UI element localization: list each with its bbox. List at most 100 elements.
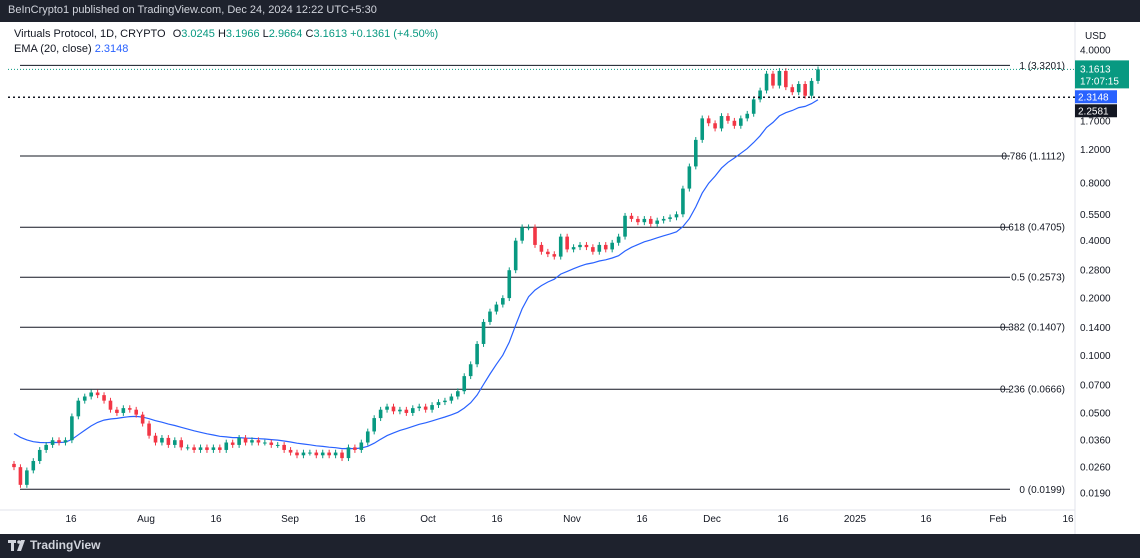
symbol-name[interactable]: Virtuals Protocol, 1D, CRYPTO [14,28,166,40]
candle [198,444,203,453]
currency-label: USD [1085,31,1106,42]
candle [37,447,42,464]
candle [520,224,524,244]
time-tick-8: 16 [636,514,648,525]
candle [790,84,795,96]
candle [57,437,61,446]
candle [404,406,409,416]
candle [82,393,87,404]
candle [263,439,267,446]
candle [256,437,261,446]
fib-label-3: 0.5 (0.2573) [1011,273,1065,284]
low-value: 2.9664 [268,28,303,40]
high-label: H [217,28,226,40]
candle [346,444,351,462]
candle [494,301,499,315]
candle [282,442,286,453]
open-value: 3.0245 [181,28,215,40]
candle [359,439,364,453]
candle [739,115,743,129]
candle [693,137,698,170]
price-tick-3: 1.2000 [1080,145,1111,156]
ema-label[interactable]: EMA (20, close) [14,43,92,55]
candle [308,449,312,456]
candle [539,242,544,255]
candle [230,439,235,448]
candle [591,244,595,255]
candle [192,444,196,453]
candle [565,233,569,253]
candle [629,212,634,222]
price-tick-9: 0.1400 [1080,323,1111,334]
candle [12,461,16,471]
candle [417,403,422,412]
candle [372,415,376,435]
candle [211,444,216,453]
candle [398,406,402,415]
time-tick-9: Dec [703,514,721,525]
candle [50,437,55,448]
price-tick-10: 0.1000 [1080,351,1111,362]
price-tick-14: 0.0260 [1080,463,1111,474]
candle [552,251,557,260]
last-price-text: 3.1613 [1080,64,1111,75]
brand-name: TradingView [30,538,101,552]
price-tick-7: 0.2800 [1080,266,1111,277]
fib-label-0: 1 (3.3201) [1019,61,1065,72]
time-tick-1: Aug [137,514,155,525]
candle [385,403,389,413]
candle [423,403,428,413]
ema-price-tag [1075,90,1117,104]
candle [250,437,254,446]
candle [558,233,563,260]
candle [809,78,814,99]
candle [378,406,383,422]
candle [295,449,299,459]
time-axis[interactable]: 16 Aug 16 Sep 16 Oct 16 Nov 16 Dec 16 2025 16 Feb 16 [65,514,1074,525]
candle [147,420,151,439]
candle [674,211,679,221]
time-tick-0: 16 [65,514,77,525]
candle [173,437,177,448]
price-chart[interactable]: 1 (3.3201) 0.786 (1.1112) 0.618 (0.4705) 0.… [0,22,1140,534]
time-tick-6: 16 [491,514,503,525]
price-axis[interactable]: 4.00002.70001.70001.20000.80000.55000.40… [1080,45,1111,499]
candle [410,405,415,416]
candle [224,439,229,453]
low-label: L [262,28,269,40]
candle [687,163,692,192]
candle [745,110,750,122]
fib-label-2: 0.618 (0.4705) [1000,223,1065,234]
candles [12,66,820,488]
candle [153,432,158,446]
fib-label-4: 0.382 (0.1407) [1000,323,1065,334]
candle [501,295,505,308]
price-tick-6: 0.4000 [1080,236,1111,247]
candle [784,68,788,91]
candle [616,233,621,246]
candle [205,444,209,453]
line-price-text: 2.2581 [1078,106,1109,117]
candle [218,444,222,453]
candle [108,397,113,413]
candle [76,397,81,420]
candle [333,449,338,459]
time-tick-5: Oct [420,514,436,525]
candle [127,405,132,413]
candle [115,406,119,416]
price-tick-0: 4.0000 [1080,45,1111,56]
candle [179,437,184,451]
candle [25,467,29,488]
candle [655,217,659,227]
price-tick-5: 0.5500 [1080,210,1111,221]
candle [578,242,582,251]
candle [31,458,36,474]
candle [796,81,801,96]
candle [443,397,447,406]
candle [340,449,344,462]
candle [449,393,454,404]
candle [166,435,171,448]
candle [243,435,248,446]
candle [314,449,319,459]
